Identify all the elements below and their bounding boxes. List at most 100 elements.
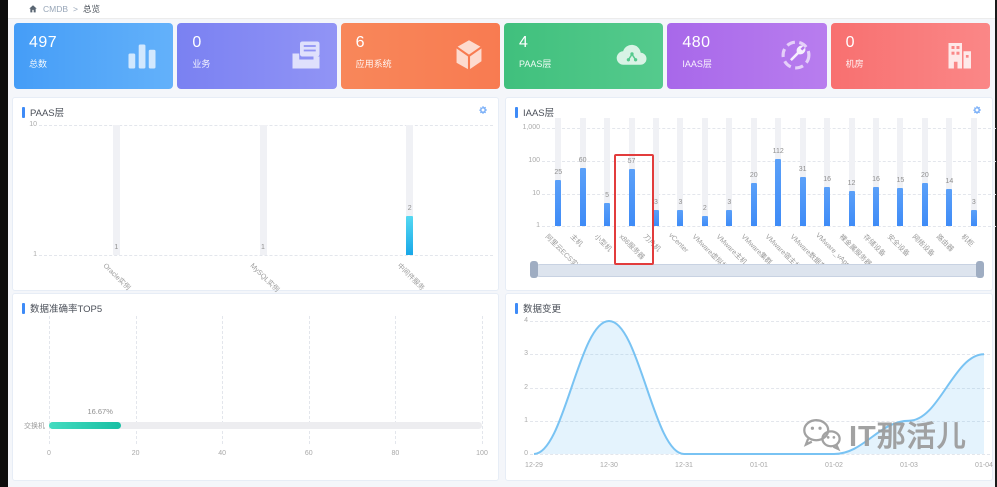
y-axis-category-label: 交换机 — [24, 423, 45, 430]
bar — [873, 186, 879, 226]
stat-card-value: 0 — [845, 34, 856, 51]
watermark-text: IT那活儿 — [849, 421, 967, 453]
bar-value-label: 31 — [798, 166, 807, 174]
bar-value-label: 25 — [554, 169, 563, 177]
panel-accuracy: 数据准确率TOP5 0 20 40 60 80 100 交换机 16.67% — [12, 293, 499, 481]
bar — [824, 186, 831, 226]
stat-card-value: 6 — [355, 34, 366, 51]
y-axis-label: 1 — [33, 251, 37, 258]
datazoom-handle-right[interactable] — [976, 261, 984, 278]
y-axis-label: 1 — [536, 222, 540, 229]
bar-value-label: 16.67% — [87, 407, 113, 416]
x-axis-tick: 01-02 — [825, 462, 843, 469]
title-accent — [22, 106, 25, 118]
datazoom-handle-left[interactable] — [530, 261, 538, 278]
bar-value-label: 2 — [702, 205, 707, 213]
panel-title: IAAS层 — [523, 108, 555, 119]
x-axis-label: 网络设备 — [910, 233, 936, 259]
bar-value-label: 2 — [407, 204, 412, 212]
breadcrumb-current: 总览 — [83, 4, 101, 14]
x-axis-label: 中间件服务 — [395, 262, 425, 293]
bar — [701, 216, 708, 226]
x-axis-tick: 100 — [476, 450, 488, 457]
x-axis-tick: 01-04 — [975, 462, 993, 469]
breadcrumb: CMDB > 总览 — [8, 0, 995, 19]
x-axis-label: 机柜 — [959, 233, 975, 249]
x-axis-label: 路由器 — [934, 233, 955, 254]
home-icon[interactable] — [28, 4, 38, 14]
gridline — [482, 316, 483, 444]
cloud-icon — [614, 37, 650, 73]
bar-track — [653, 118, 659, 226]
stat-card-value: 4 — [518, 34, 529, 51]
datazoom-scrollbar[interactable] — [534, 264, 982, 277]
y-axis-label: 10 — [29, 121, 37, 128]
y-axis-label: 1,000 — [522, 124, 540, 131]
title-accent — [515, 302, 518, 314]
bar — [750, 183, 757, 226]
panel-change-header: 数据变更 — [515, 301, 561, 315]
stat-card-label: 总数 — [29, 59, 48, 69]
change-chart: 4 3 2 1 0 12-29 12-30 12-31 01-01 01-02 01-03 01-04 — [506, 294, 993, 480]
panel-accuracy-header: 数据准确率TOP5 — [22, 301, 102, 315]
stat-card-business[interactable]: 0 业务 — [177, 23, 337, 89]
bar — [726, 210, 733, 226]
bar-value-label: 15 — [896, 176, 905, 184]
gridline — [542, 161, 996, 162]
panel-paas-header: PAAS层 — [22, 105, 64, 119]
gridline — [135, 316, 137, 444]
bar-track — [921, 118, 928, 226]
stat-card-room[interactable]: 0 机房 — [830, 23, 990, 89]
bar-value-label: 60 — [578, 156, 587, 164]
panel-title: 数据变更 — [523, 304, 562, 315]
building-icon — [941, 37, 977, 73]
stat-card-iaas[interactable]: 480 IAAS层 — [667, 23, 827, 89]
title-accent — [515, 106, 518, 118]
bar — [653, 210, 659, 226]
bar — [677, 210, 684, 226]
y-axis-label: 0 — [524, 450, 528, 457]
gear-icon[interactable] — [972, 105, 982, 115]
bar — [970, 210, 977, 226]
bar-track — [701, 118, 708, 226]
bar-value-label: 3 — [654, 199, 658, 207]
bar-track — [946, 118, 953, 226]
gridline — [530, 387, 990, 389]
stat-card-label: 应用系统 — [355, 59, 392, 69]
stat-card-label: IAAS层 — [682, 59, 712, 69]
stat-card-paas[interactable]: 4 PAAS层 — [503, 23, 664, 89]
gridline — [530, 354, 990, 356]
x-axis-tick: 80 — [391, 450, 400, 457]
x-axis-tick: 12-31 — [675, 462, 693, 469]
bar-track — [824, 118, 831, 226]
bar-value-label: 3 — [727, 199, 732, 207]
stat-card-value: 497 — [29, 34, 58, 51]
gridline — [542, 194, 996, 195]
x-axis-label: MySQL实例 — [248, 262, 280, 294]
paas-chart: 10 1 1 Oracle实例 1 MySQL实例 2 中间件服务 — [13, 98, 498, 294]
watermark: IT那活儿 — [800, 413, 967, 455]
x-axis-label: vCenter — [667, 232, 690, 255]
y-axis-label: 2 — [524, 383, 528, 391]
gear-icon[interactable] — [478, 105, 488, 115]
accuracy-chart: 0 20 40 60 80 100 交换机 16.67% — [13, 294, 498, 480]
bar-track — [897, 118, 904, 226]
gridline — [542, 128, 996, 129]
gridline — [530, 321, 990, 322]
breadcrumb-root[interactable]: CMDB — [43, 4, 69, 14]
bar-value-label: 16 — [823, 175, 831, 183]
bar — [799, 177, 806, 226]
breadcrumb-separator: > — [73, 4, 78, 14]
bar-value-label: 14 — [945, 177, 954, 185]
stat-card-app-system[interactable]: 6 应用系统 — [340, 23, 500, 89]
stat-card-total[interactable]: 497 总数 — [14, 23, 174, 89]
bar-value-label: 3 — [971, 199, 976, 207]
bar — [406, 215, 414, 255]
x-axis-tick: 0 — [47, 450, 51, 457]
bar-track — [970, 118, 977, 226]
stat-card-value: 0 — [192, 34, 202, 51]
x-axis-label: 小型机 — [592, 233, 613, 254]
y-axis-label: 100 — [528, 157, 540, 164]
bar-value-label: 1 — [114, 244, 119, 251]
